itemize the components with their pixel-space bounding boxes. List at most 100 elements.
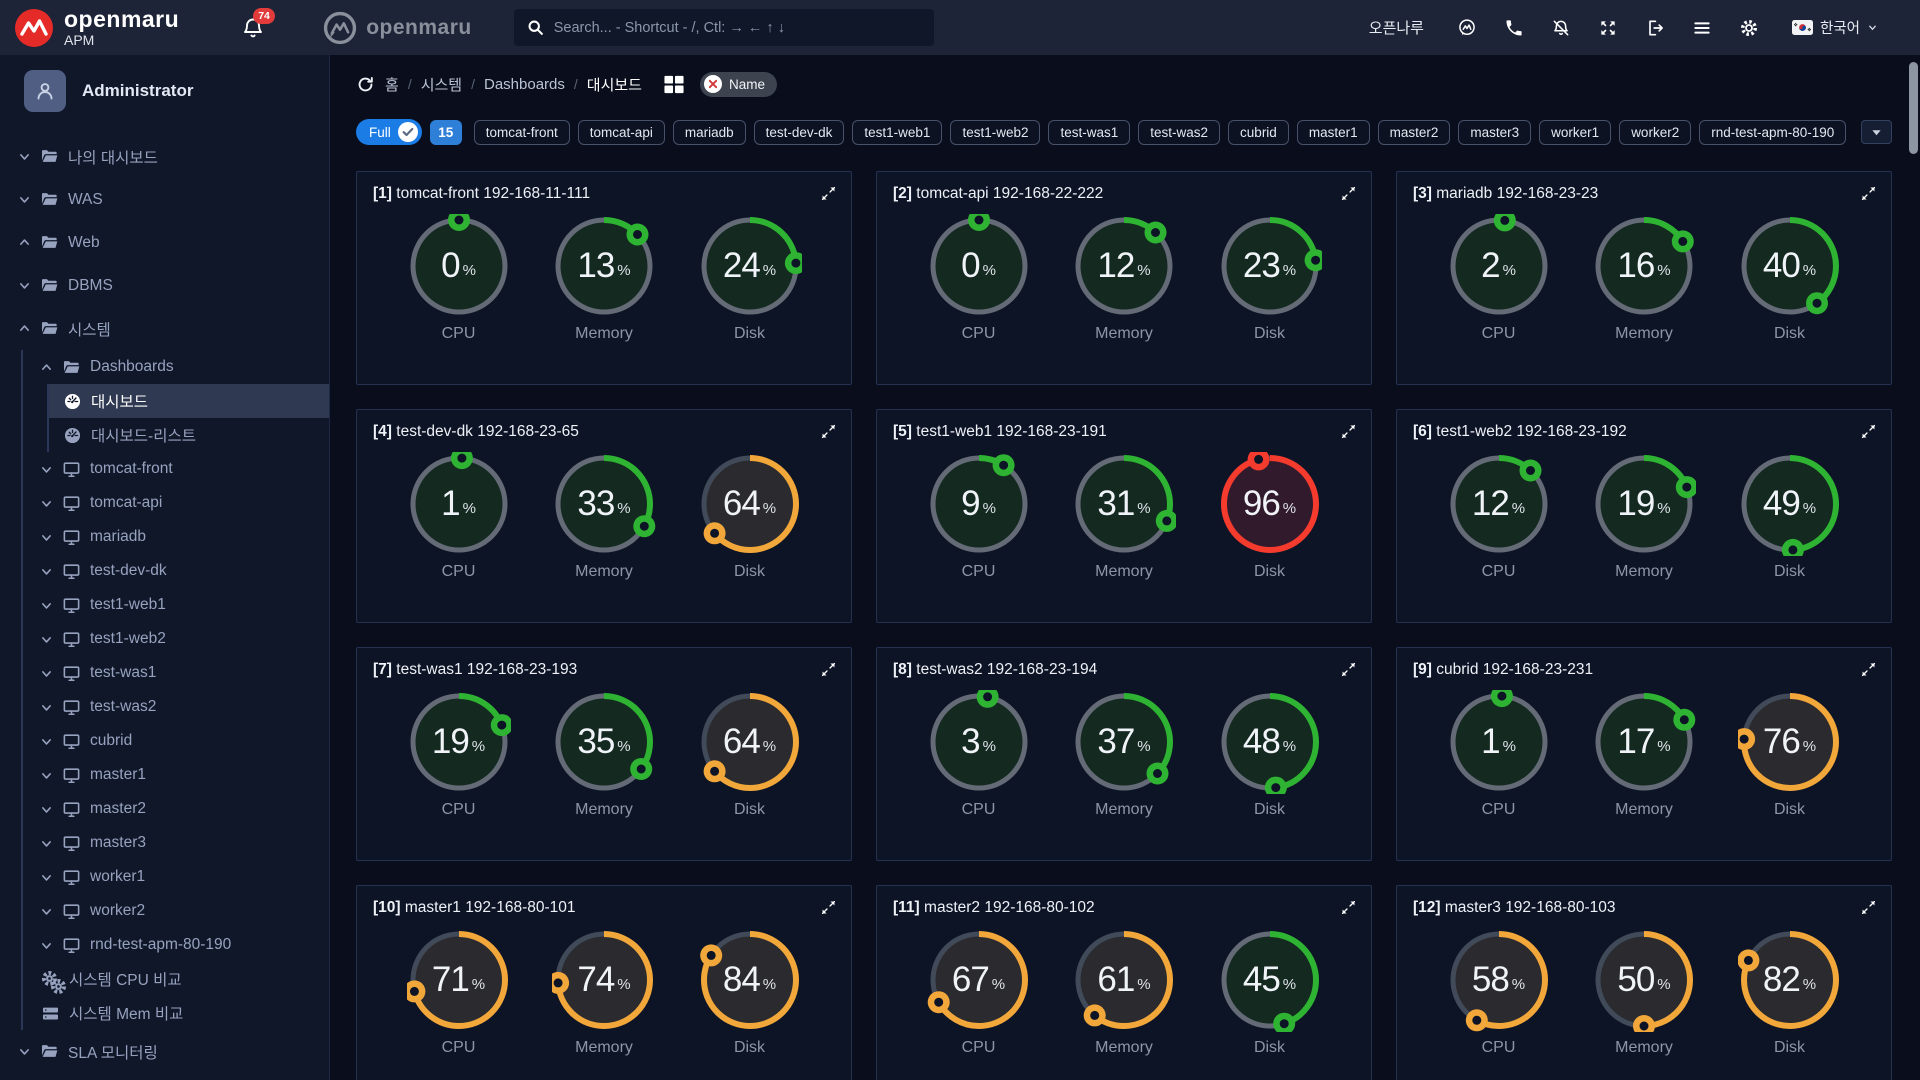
sidebar-item-worker1[interactable]: worker1 <box>0 860 329 894</box>
sidebar-item-시스템[interactable]: 시스템 <box>0 307 329 350</box>
filter-tag-tomcat-api[interactable]: tomcat-api <box>577 119 665 145</box>
sidebar-item-Web[interactable]: Web <box>0 221 329 264</box>
breadcrumb-item[interactable]: 시스템 <box>420 76 463 94</box>
gauge-value: 48% <box>1242 722 1297 761</box>
remove-filter-icon[interactable] <box>703 75 722 93</box>
filter-tag-test-was2[interactable]: test-was2 <box>1138 119 1221 145</box>
sidebar-item-test-dev-dk[interactable]: test-dev-dk <box>0 554 329 588</box>
gauge-value: 3% <box>961 722 996 761</box>
filter-tag-test1-web2[interactable]: test1-web2 <box>950 119 1041 145</box>
openmaru-gray-logo-icon <box>324 11 357 44</box>
filter-tag-tomcat-front[interactable]: tomcat-front <box>473 119 570 145</box>
filter-dropdown-button[interactable] <box>1861 120 1892 144</box>
filter-tag-cubrid[interactable]: cubrid <box>1228 119 1289 145</box>
brand-title: openmaru <box>64 6 180 32</box>
gauge-cpu: 3% CPU <box>919 685 1039 819</box>
gauge-value: 12% <box>1471 484 1526 523</box>
filter-tag-test1-web1[interactable]: test1-web1 <box>852 119 943 145</box>
sidebar-item-SLA 모니터링[interactable]: SLA 모니터링 <box>0 1030 329 1073</box>
sidebar-item-master2[interactable]: master2 <box>0 792 329 826</box>
sidebar-item-cubrid[interactable]: cubrid <box>0 724 329 758</box>
gauges-row: 58% CPU 50% Memory 82% Disk <box>1413 928 1875 1057</box>
sidebar-item-나의 대시보드[interactable]: 나의 대시보드 <box>0 135 329 178</box>
gauge-disk: 64% Disk <box>690 690 810 819</box>
app-header: openmaru APM 74 openmaru 오픈나루 <box>0 0 1920 55</box>
sidebar-item-rnd-test-apm-80-190[interactable]: rnd-test-apm-80-190 <box>0 928 329 962</box>
expand-button[interactable] <box>1860 898 1878 916</box>
breadcrumb-item[interactable]: 대시보드 <box>586 76 642 94</box>
sidebar-item-DBMS[interactable]: DBMS <box>0 264 329 307</box>
sidebar-item-worker2[interactable]: worker2 <box>0 894 329 928</box>
notifications-off-icon[interactable] <box>1551 18 1571 38</box>
menu-icon[interactable] <box>1692 18 1712 38</box>
language-selector[interactable]: 한국어 <box>1791 17 1878 38</box>
search-box <box>513 9 934 46</box>
expand-button[interactable] <box>1860 660 1878 678</box>
check-icon <box>397 122 418 142</box>
fullscreen-icon[interactable] <box>1598 18 1618 38</box>
gauge-disk: 24% Disk <box>690 214 810 343</box>
filter-tag-mariadb[interactable]: mariadb <box>672 119 746 145</box>
sidebar-item-시스템 Mem 비교[interactable]: 시스템 Mem 비교 <box>0 996 329 1030</box>
gauge-label: Memory <box>1615 325 1673 342</box>
notifications-button[interactable]: 74 <box>241 7 275 40</box>
sidebar-item-test-was2[interactable]: test-was2 <box>0 690 329 724</box>
expand-button[interactable] <box>820 184 838 202</box>
gauge-label: Disk <box>733 325 766 342</box>
sidebar-item-tomcat-front[interactable]: tomcat-front <box>0 452 329 486</box>
expand-button[interactable] <box>820 422 838 440</box>
settings-icon[interactable] <box>1739 18 1759 38</box>
sidebar-item-test1-web1[interactable]: test1-web1 <box>0 588 329 622</box>
gauge-value: 17% <box>1617 722 1671 761</box>
monitor-icon <box>61 935 81 955</box>
sidebar-item-WAS[interactable]: WAS <box>0 178 329 221</box>
filter-tag-master2[interactable]: master2 <box>1377 119 1451 145</box>
chevron-down-icon <box>42 874 51 881</box>
monitor-icon <box>61 595 81 615</box>
expand-button[interactable] <box>820 660 838 678</box>
full-toggle-button[interactable]: Full <box>356 119 422 145</box>
filter-tag-test-dev-dk[interactable]: test-dev-dk <box>753 119 845 145</box>
gauge-disk: 23% Disk <box>1210 214 1330 343</box>
monitor-chat-icon[interactable] <box>1457 18 1477 38</box>
sidebar-item-test-was1[interactable]: test-was1 <box>0 656 329 690</box>
filter-tag-rnd-test-apm-80-190[interactable]: rnd-test-apm-80-190 <box>1699 119 1847 145</box>
secondary-logo: openmaru <box>323 11 472 45</box>
monitor-icon <box>61 901 81 921</box>
host-card-test1-web1: [5] test1-web1 192-168-23-191 9% CPU 31% Mem… <box>876 409 1372 623</box>
expand-button[interactable] <box>1340 422 1358 440</box>
refresh-icon[interactable] <box>356 75 375 94</box>
expand-button[interactable] <box>820 898 838 916</box>
sidebar-item-master3[interactable]: master3 <box>0 826 329 860</box>
full-toggle-label: Full <box>369 124 391 140</box>
logout-icon[interactable] <box>1645 18 1665 38</box>
sidebar-item-master1[interactable]: master1 <box>0 758 329 792</box>
filter-tag-worker1[interactable]: worker1 <box>1539 119 1612 145</box>
expand-button[interactable] <box>1340 660 1358 678</box>
expand-button[interactable] <box>1860 184 1878 202</box>
sidebar-item-tomcat-api[interactable]: tomcat-api <box>0 486 329 520</box>
sidebar-item-대시보드-리스트[interactable]: 대시보드-리스트 <box>0 418 329 452</box>
sidebar-item-mariadb[interactable]: mariadb <box>0 520 329 554</box>
scrollbar[interactable] <box>1909 62 1918 154</box>
expand-button[interactable] <box>1340 898 1358 916</box>
filter-tag-master3[interactable]: master3 <box>1458 119 1532 145</box>
filter-tag-worker2[interactable]: worker2 <box>1619 119 1692 145</box>
sidebar-item-test1-web2[interactable]: test1-web2 <box>0 622 329 656</box>
breadcrumb-item[interactable]: 홈 <box>385 76 399 94</box>
filter-tag-test-was1[interactable]: test-was1 <box>1048 119 1131 145</box>
search-input[interactable] <box>553 19 921 36</box>
card-title: [2] tomcat-api 192-168-22-222 <box>893 185 1104 202</box>
phone-icon[interactable] <box>1504 18 1524 38</box>
sidebar-item-시스템 CPU 비교[interactable]: 시스템 CPU 비교 <box>0 962 329 996</box>
grid-view-icon[interactable] <box>662 74 686 95</box>
sidebar-item-Dashboards[interactable]: Dashboards <box>0 350 329 384</box>
name-filter-tag[interactable]: Name <box>699 71 777 97</box>
breadcrumb-item[interactable]: Dashboards <box>484 75 565 93</box>
expand-button[interactable] <box>1340 184 1358 202</box>
expand-icon <box>1861 662 1876 676</box>
sidebar-item-대시보드[interactable]: 대시보드 <box>0 384 329 418</box>
filter-tag-master1[interactable]: master1 <box>1296 119 1370 145</box>
expand-button[interactable] <box>1860 422 1878 440</box>
gauge-label: Memory <box>575 563 633 580</box>
